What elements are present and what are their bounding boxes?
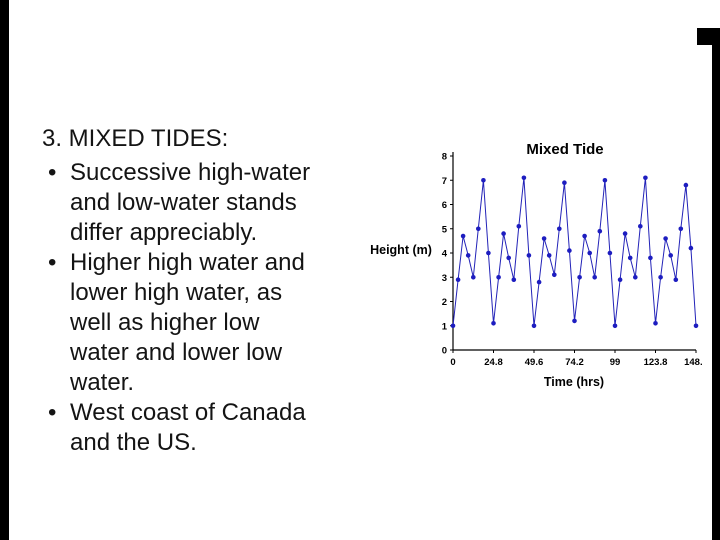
- tide-data-point: [663, 236, 668, 241]
- tide-data-point: [481, 178, 486, 183]
- tide-data-point: [476, 226, 481, 232]
- bullet-marker: •: [48, 249, 57, 276]
- tide-data-point: [501, 231, 506, 236]
- tide-data-point: [627, 255, 633, 261]
- x-tick-label: 123.8: [644, 357, 668, 368]
- slide-left-border: [0, 0, 9, 540]
- tide-data-point: [562, 180, 567, 185]
- bullet-item: • Successive high-water and low-water st…: [42, 158, 364, 248]
- tide-data-point: [668, 253, 673, 258]
- tide-data-point: [648, 255, 653, 261]
- y-tick-label: 8: [442, 152, 447, 163]
- tide-data-point: [683, 182, 689, 188]
- y-tick-label: 0: [442, 346, 447, 357]
- tide-data-point: [506, 255, 511, 261]
- tide-data-point: [486, 250, 491, 256]
- mixed-tide-chart: Mixed Tide Height (m) Time (hrs) 0 1 2 3 4 5 6…: [356, 138, 708, 400]
- tide-data-point: [673, 277, 679, 282]
- x-tick-label: 24.8: [484, 357, 503, 368]
- tide-data-point: [552, 272, 557, 278]
- y-tick-label: 1: [442, 321, 448, 332]
- tide-data-point: [592, 275, 597, 280]
- bullet-item: • West coast of Canada and the US.: [42, 398, 364, 458]
- x-tick-label: 148.6: [684, 357, 703, 368]
- tide-data-point: [557, 226, 562, 232]
- tide-data-point: [496, 275, 501, 280]
- tide-data-point: [455, 277, 461, 282]
- slide-right-border: [712, 28, 720, 540]
- tide-data-point: [658, 275, 663, 280]
- bullet-text: Higher high water and lower high water, …: [70, 249, 305, 396]
- y-tick-label: 7: [442, 176, 447, 187]
- chart-series-group: 0 1 2 3 4 5 6 7 8 0 24.8 49.6 74.2 99 123.8 148.6: [442, 152, 708, 369]
- tide-data-point: [622, 231, 628, 236]
- tide-data-point: [572, 318, 577, 324]
- bullet-item: • Higher high water and lower high water…: [42, 248, 364, 398]
- x-tick-label: 49.6: [525, 357, 544, 368]
- tide-data-point: [587, 250, 592, 256]
- tide-data-point: [638, 224, 643, 229]
- tide-data-point: [678, 226, 684, 232]
- tide-data-point: [612, 323, 618, 329]
- x-tick-label: 0: [450, 357, 455, 368]
- bullet-text: West coast of Canada and the US.: [70, 399, 306, 456]
- slide-heading: 3. MIXED TIDES:: [42, 125, 229, 152]
- chart-title: Mixed Tide: [526, 141, 603, 158]
- bullet-marker: •: [48, 399, 57, 426]
- tide-data-point: [465, 253, 471, 258]
- tide-data-point: [633, 275, 638, 280]
- tide-data-point: [450, 323, 456, 329]
- tide-data-point: [577, 275, 582, 280]
- tide-data-point: [567, 248, 572, 253]
- tide-data-point: [688, 245, 694, 251]
- tide-data-point: [516, 224, 522, 229]
- y-tick-label: 4: [442, 249, 448, 260]
- y-tick-label: 5: [442, 224, 448, 235]
- y-tick-label: 2: [442, 297, 447, 308]
- tide-data-point: [511, 277, 517, 282]
- tide-data-point: [536, 279, 542, 285]
- tide-data-point: [460, 233, 466, 239]
- tide-data-point: [531, 323, 537, 329]
- tide-data-point: [602, 178, 608, 183]
- tide-data-point: [693, 323, 699, 329]
- x-tick-label: 99: [610, 357, 621, 368]
- tide-data-point: [541, 236, 547, 241]
- tide-data-point: [617, 277, 623, 282]
- chart-y-axis-label: Height (m): [370, 243, 432, 257]
- tide-data-point: [582, 233, 587, 239]
- tide-data-point: [471, 275, 476, 280]
- tide-data-point: [607, 250, 613, 256]
- slide-corner-mark: [697, 28, 712, 45]
- tide-data-point: [546, 253, 552, 258]
- tide-data-point: [526, 253, 532, 258]
- bullet-marker: •: [48, 159, 57, 186]
- y-tick-label: 3: [442, 273, 447, 284]
- y-tick-label: 6: [442, 200, 447, 211]
- tide-data-point: [597, 228, 603, 234]
- bullet-text: Successive high-water and low-water stan…: [70, 159, 311, 246]
- tide-data-point: [643, 175, 648, 181]
- x-tick-label: 74.2: [565, 357, 584, 368]
- slide-text-block: 3. MIXED TIDES: • Successive high-water …: [42, 124, 364, 458]
- tide-data-point: [653, 321, 658, 326]
- tide-chart-svg: Mixed Tide Height (m) Time (hrs) 0 1 2 3 4 5 6…: [370, 141, 708, 389]
- chart-x-axis-label: Time (hrs): [544, 375, 604, 389]
- tide-data-point: [521, 175, 527, 181]
- tide-data-point: [491, 321, 496, 326]
